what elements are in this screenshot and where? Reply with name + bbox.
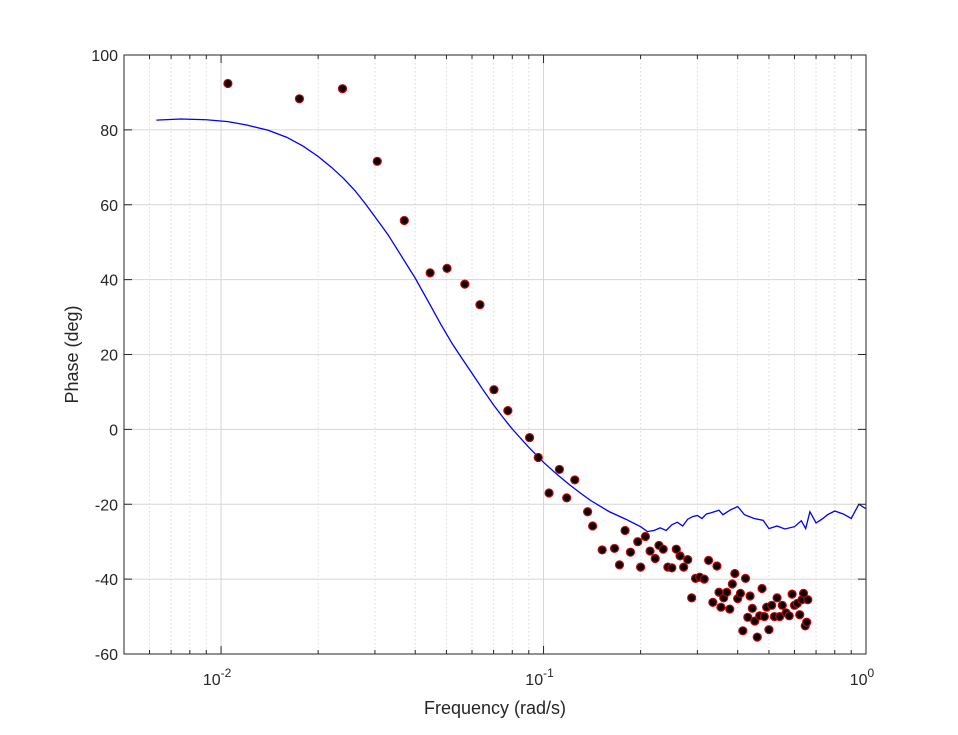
y-tick-label: 60 [100, 198, 118, 215]
y-tick-label: 0 [109, 422, 118, 439]
x-tick-labels: 10-2 10-1 100 [203, 666, 875, 689]
data-point [767, 600, 777, 610]
y-tick-label: 20 [100, 348, 118, 365]
data-point [759, 611, 769, 622]
data-point [772, 593, 782, 603]
data-point [671, 544, 681, 554]
data-point [570, 475, 580, 485]
y-tick-label: 40 [100, 273, 118, 290]
data-point [722, 587, 732, 597]
data-point [524, 433, 535, 443]
data-point [645, 546, 655, 556]
y-tick-label: 80 [100, 123, 118, 140]
data-point [533, 452, 543, 463]
data-point [699, 574, 709, 584]
data-point [544, 488, 554, 498]
data-point [597, 545, 607, 555]
x-axis-label: Frequency (rad/s) [424, 698, 566, 718]
data-point [708, 597, 718, 607]
data-point [679, 562, 689, 572]
data-point [399, 215, 409, 226]
data-point [650, 553, 660, 564]
data-point [802, 617, 812, 627]
data-point [712, 561, 722, 571]
data-point [588, 521, 598, 531]
data-point [633, 537, 643, 547]
data-point [636, 562, 646, 572]
data-point [583, 507, 593, 517]
data-point [738, 626, 748, 636]
data-point [442, 263, 452, 273]
x-tick-label: 10-2 [203, 666, 232, 689]
y-tick-label: -60 [95, 647, 118, 664]
data-point [658, 544, 668, 554]
data-point [609, 543, 620, 554]
data-point [716, 602, 726, 612]
y-tick-label: 100 [91, 48, 118, 65]
fit-line [156, 118, 867, 533]
y-tick-label: -20 [95, 497, 118, 514]
data-point [764, 625, 774, 635]
data-point [784, 611, 794, 621]
data-point [425, 268, 435, 278]
data-point [703, 555, 714, 566]
data-point [683, 555, 693, 565]
data-point [747, 603, 757, 613]
data-point [725, 604, 735, 614]
data-point [687, 593, 697, 603]
data-point [223, 78, 233, 89]
data-point [777, 600, 787, 610]
y-tick-label: -40 [95, 572, 118, 589]
ticks [123, 54, 867, 655]
data-point [730, 568, 740, 579]
data-point [460, 279, 470, 289]
data-point [503, 406, 513, 416]
data-point [735, 588, 746, 598]
data-point [625, 547, 636, 557]
data-point [554, 464, 565, 475]
data-point [745, 591, 755, 601]
y-axis-label: Phase (deg) [62, 305, 82, 403]
data-point [640, 531, 651, 542]
data-point [675, 551, 685, 561]
data-point [740, 573, 751, 583]
data-point [620, 525, 630, 536]
data-point [752, 632, 762, 642]
data-point [727, 579, 737, 589]
data-point [743, 612, 753, 622]
x-tick-label: 10-1 [525, 666, 554, 689]
data-point [798, 588, 809, 598]
data-point [614, 560, 625, 570]
data-point [337, 84, 348, 94]
data-point [294, 94, 305, 104]
scatter-series [223, 78, 813, 642]
y-tick-labels: -60 -40 -20 0 20 40 60 80 100 [91, 48, 118, 664]
x-tick-label: 100 [850, 666, 875, 689]
data-point [489, 385, 499, 395]
data-point [803, 595, 813, 605]
data-point [667, 563, 677, 573]
data-point [757, 583, 767, 594]
data-point [795, 610, 805, 620]
data-point [787, 589, 797, 599]
data-point [475, 300, 485, 310]
data-point [562, 493, 572, 503]
line-series [156, 118, 867, 533]
data-point [372, 156, 382, 166]
